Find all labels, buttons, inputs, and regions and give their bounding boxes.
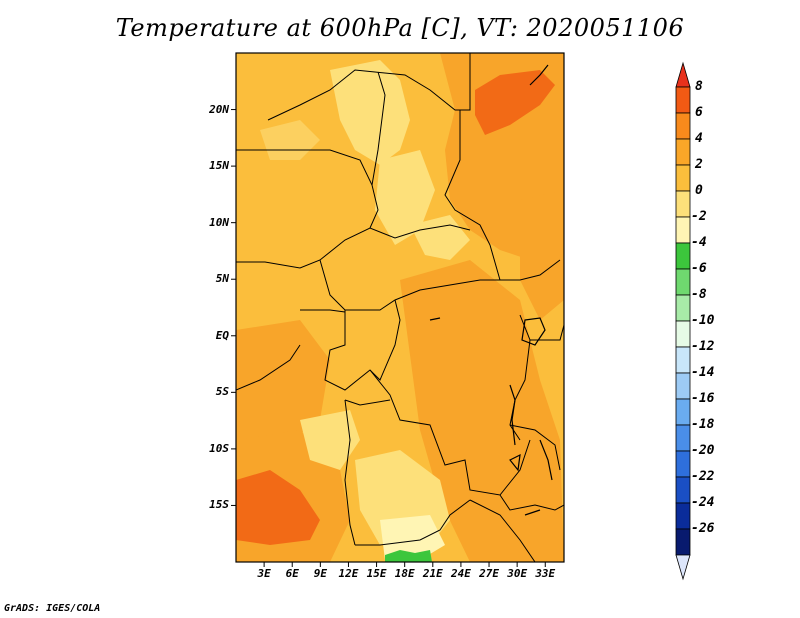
x-tick-label: 27E (479, 567, 499, 580)
colorbar-segment (675, 528, 691, 556)
y-tick-label: 10N (209, 215, 229, 229)
colorbar-label: -26 (691, 521, 715, 536)
colorbar-label: -14 (691, 365, 715, 380)
colorbar-segment (675, 398, 691, 426)
colorbar-label: 0 (695, 183, 703, 198)
x-tick-label: 18E (394, 567, 415, 580)
colorbar-segment (675, 294, 691, 322)
colorbar-label: -24 (691, 495, 715, 510)
colorbar-segment (675, 86, 691, 114)
colorbar-segment (675, 268, 691, 296)
y-tick-label: 15S (209, 498, 229, 512)
y-tick-label: 10S (209, 441, 229, 455)
x-tick-label: 3E (257, 567, 271, 580)
y-tick-label: EQ (215, 328, 229, 342)
x-tick-label: 15E (366, 567, 387, 580)
colorbar-segment (675, 320, 691, 348)
temperature-field (236, 53, 564, 562)
colorbar-label: -20 (691, 443, 715, 458)
colorbar (675, 61, 691, 581)
y-tick-label: 15N (209, 159, 229, 173)
x-tick-label: 33E (535, 567, 556, 580)
colorbar-top-arrow (675, 61, 691, 88)
x-tick-label: 30E (507, 567, 528, 580)
map-title: Temperature at 600hPa [C], VT: 202005110… (115, 14, 685, 42)
colorbar-label: -22 (691, 469, 715, 484)
colorbar-segment (675, 372, 691, 400)
x-tick-label: 9E (313, 567, 327, 580)
colorbar-label: -4 (691, 235, 707, 250)
map-frame (235, 52, 565, 563)
colorbar-segment (675, 190, 691, 218)
colorbar-segment (675, 476, 691, 504)
colorbar-label: -16 (691, 391, 715, 406)
x-tick-label: 21E (422, 567, 443, 580)
colorbar-segment (675, 112, 691, 140)
colorbar-label: -2 (691, 209, 707, 224)
colorbar-label: 2 (695, 157, 703, 172)
colorbar-label: -10 (691, 313, 715, 328)
colorbar-bottom-arrow (675, 554, 691, 581)
colorbar-segment (675, 242, 691, 270)
colorbar-segment (675, 450, 691, 478)
x-tick-label: 6E (285, 567, 299, 580)
colorbar-segment (675, 138, 691, 166)
colorbar-segment (675, 502, 691, 530)
colorbar-segment (675, 346, 691, 374)
y-tick-label: 5S (215, 385, 229, 399)
colorbar-label: -8 (691, 287, 707, 302)
colorbar-label: -6 (691, 261, 707, 276)
colorbar-label: -12 (691, 339, 715, 354)
colorbar-segment (675, 216, 691, 244)
colorbar-label: 6 (695, 105, 703, 120)
y-tick-label: 5N (215, 272, 229, 286)
y-tick-label: 20N (209, 102, 229, 116)
colorbar-segment (675, 424, 691, 452)
x-tick-label: 12E (338, 567, 359, 580)
colorbar-label: 4 (695, 131, 703, 146)
colorbar-label: -18 (691, 417, 715, 432)
credit-text: GrADS: IGES/COLA (4, 603, 101, 614)
colorbar-label: 8 (695, 79, 703, 94)
x-tick-label: 24E (450, 567, 471, 580)
colorbar-segment (675, 164, 691, 192)
